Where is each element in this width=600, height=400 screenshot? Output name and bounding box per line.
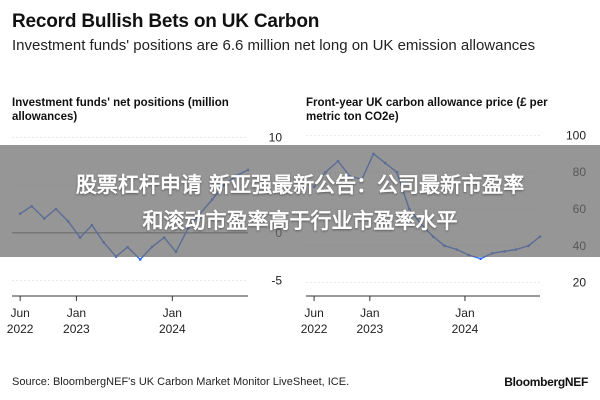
right-x-tick-label: Jan <box>360 306 379 320</box>
left-y-tick-label: 10 <box>269 131 283 145</box>
left-data-point <box>138 258 142 261</box>
chart-title: Record Bullish Bets on UK Carbon <box>12 11 320 32</box>
right-panel-title: Front-year UK carbon allowance price (£ … <box>306 97 548 123</box>
brand-logo: BloombergNEF <box>504 375 588 389</box>
chart-subtitle: Investment funds' positions are 6.6 mill… <box>12 37 536 54</box>
right-x-tick-year-label: 2022 <box>301 322 328 336</box>
left-x-tick-year-label: 2023 <box>63 322 90 336</box>
left-x-tick-label: Jan <box>67 306 86 320</box>
left-x-tick-label: Jan <box>163 306 182 320</box>
source-note: Source: BloombergNEF's UK Carbon Market … <box>12 376 350 388</box>
right-y-tick-label: 100 <box>566 128 586 142</box>
left-x-tick-label: Jun <box>10 306 29 320</box>
overlay-banner: 股票杠杆申请 新亚强最新公告：公司最新市盈率 和滚动市盈率高于行业市盈率水平 <box>0 145 600 257</box>
right-data-point <box>479 257 482 261</box>
right-x-tick-year-label: 2024 <box>452 322 479 336</box>
right-y-tick-label: 20 <box>573 276 587 290</box>
right-x-tick-label: Jun <box>304 306 323 320</box>
left-x-tick-year-label: 2024 <box>159 322 186 336</box>
right-x-tick-label: Jan <box>455 306 474 320</box>
overlay-headline-line-1: 股票杠杆申请 新亚强最新公告：公司最新市盈率 <box>75 173 525 197</box>
left-y-tick-label: -5 <box>271 273 282 287</box>
left-x-tick-year-label: 2022 <box>7 322 34 336</box>
right-x-tick-year-label: 2023 <box>356 322 383 336</box>
left-panel-title: Investment funds' net positions (million… <box>12 97 229 123</box>
overlay-headline-line-2: 和滚动市盈率高于行业市盈率水平 <box>142 209 458 233</box>
